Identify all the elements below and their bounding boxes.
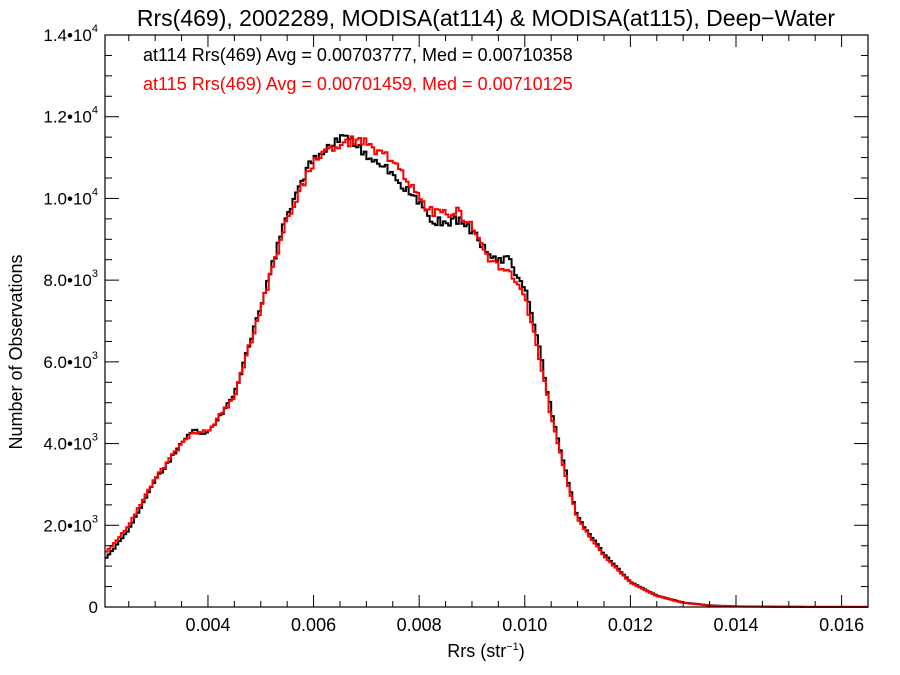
y-tick-label: 0 xyxy=(89,598,98,617)
x-tick-label: 0.016 xyxy=(819,615,864,635)
y-tick-label-exponent: 3 xyxy=(92,268,98,280)
annotation-1: at114 Rrs(469) Avg = 0.00703777, Med = 0… xyxy=(143,45,573,65)
y-tick-label: 8.0•103 xyxy=(43,268,98,290)
y-tick-label-base: 0 xyxy=(89,598,98,617)
y-tick-labels: 02.0•1034.0•1036.0•1038.0•1031.0•1041.2•… xyxy=(43,23,98,617)
x-tick-labels: 0.004 0.006 0.008 0.010 0.012 0.014 0.016 xyxy=(185,615,864,635)
x-axis-label: Rrs (str−1) xyxy=(447,641,525,661)
y-tick-label: 2.0•103 xyxy=(43,513,98,535)
y-tick-label-base: 1.0•10 xyxy=(43,189,92,208)
x-tick-label: 0.006 xyxy=(291,615,336,635)
y-tick-label: 4.0•103 xyxy=(43,432,98,454)
y-tick-label-base: 4.0•10 xyxy=(43,435,92,454)
y-tick-label: 1.2•104 xyxy=(43,105,98,127)
y-tick-label-exponent: 3 xyxy=(92,513,98,525)
ticks-layer xyxy=(105,34,868,608)
series-layer xyxy=(105,134,868,608)
y-tick-label-exponent: 4 xyxy=(92,23,98,35)
y-axis-label: Number of Observations xyxy=(6,254,26,449)
y-tick-label-exponent: 3 xyxy=(92,350,98,362)
y-tick-label-base: 1.4•10 xyxy=(43,26,92,45)
series-2-line xyxy=(105,135,868,608)
annotation-2: at115 Rrs(469) Avg = 0.00701459, Med = 0… xyxy=(143,74,573,94)
y-tick-label-exponent: 4 xyxy=(92,186,98,198)
y-tick-label-base: 8.0•10 xyxy=(43,271,92,290)
x-axis-label-close: ) xyxy=(519,641,525,661)
y-tick-label: 1.0•104 xyxy=(43,186,98,208)
x-tick-label: 0.008 xyxy=(397,615,442,635)
y-tick-label: 1.4•104 xyxy=(43,23,98,45)
series-1-line xyxy=(105,134,868,608)
chart-title: Rrs(469), 2002289, MODISA(at114) & MODIS… xyxy=(137,5,836,31)
y-tick-label-exponent: 4 xyxy=(92,105,98,117)
y-tick-label-exponent: 3 xyxy=(92,432,98,444)
x-tick-label: 0.010 xyxy=(502,615,547,635)
x-tick-label: 0.014 xyxy=(713,615,758,635)
y-tick-label-base: 1.2•10 xyxy=(43,108,92,127)
x-axis-label-main: Rrs (str xyxy=(447,641,506,661)
y-tick-label: 6.0•103 xyxy=(43,350,98,372)
x-tick-label: 0.004 xyxy=(185,615,230,635)
y-tick-label-base: 6.0•10 xyxy=(43,353,92,372)
x-tick-label: 0.012 xyxy=(608,615,653,635)
y-tick-label-base: 2.0•10 xyxy=(43,516,92,535)
annotations: at114 Rrs(469) Avg = 0.00703777, Med = 0… xyxy=(143,45,573,94)
plot-frame xyxy=(104,34,869,608)
x-axis-label-exponent: −1 xyxy=(506,641,519,653)
